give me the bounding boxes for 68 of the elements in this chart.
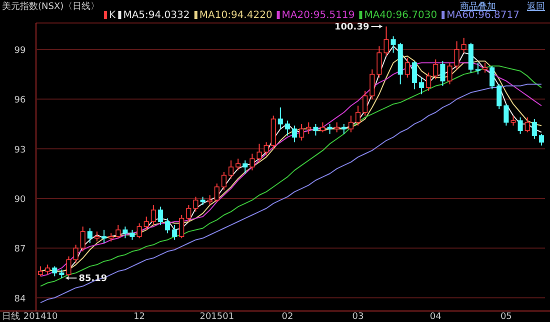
candlestick xyxy=(376,46,382,78)
candlestick xyxy=(284,120,290,136)
y-tick-label: 90 xyxy=(14,194,26,205)
candlestick xyxy=(256,143,262,163)
candlestick xyxy=(158,206,163,226)
candlestick xyxy=(264,142,269,156)
candlestick xyxy=(144,216,149,230)
legend-label: MA60:96.8717 xyxy=(446,10,520,21)
candlestick xyxy=(433,58,438,80)
chart-title: 美元指数(NSX)〈日线〉 xyxy=(2,1,100,12)
candlestick xyxy=(384,26,389,57)
x-tick-label: 201410 xyxy=(23,312,58,322)
candlestick xyxy=(186,204,192,222)
candlestick xyxy=(122,226,128,239)
candlestick xyxy=(87,228,92,244)
candlestick xyxy=(150,204,156,226)
legend-label: MA5:94.0332 xyxy=(123,10,190,21)
candlestick xyxy=(532,118,537,140)
candlestick xyxy=(292,125,298,143)
legend-label: MA40:96.7030 xyxy=(364,10,438,21)
candlestick xyxy=(426,72,432,92)
candlestick xyxy=(45,264,50,276)
candlestick xyxy=(207,194,212,206)
candlestick xyxy=(419,77,424,95)
candlestick xyxy=(356,105,361,126)
legend-label: K xyxy=(109,10,116,21)
candlestick xyxy=(461,37,466,54)
candlestick xyxy=(250,153,255,171)
candlestick xyxy=(404,57,410,78)
candlestick xyxy=(108,232,114,242)
candlestick xyxy=(278,106,283,130)
candlestick xyxy=(370,68,375,100)
y-tick-label: 87 xyxy=(14,244,26,255)
x-tick-label: 12 xyxy=(134,312,146,322)
y-tick-label: 84 xyxy=(14,294,26,304)
text: 返回 xyxy=(527,1,545,12)
y-tick-label: 93 xyxy=(14,145,26,156)
candlestick xyxy=(306,122,312,134)
candlestick xyxy=(299,123,304,142)
annotation: 100.39 xyxy=(334,22,370,32)
candlestick xyxy=(440,60,446,86)
candlestick xyxy=(102,229,107,244)
candlestick xyxy=(236,158,241,171)
candlestick xyxy=(270,115,276,150)
candlestick xyxy=(454,40,460,70)
y-tick-label: 96 xyxy=(14,96,26,106)
x-tick-label: 03 xyxy=(352,312,364,322)
candlestick xyxy=(327,123,332,134)
candlestick xyxy=(510,115,516,126)
x-tick-label: 201501 xyxy=(200,312,234,322)
candlestick xyxy=(228,160,234,180)
text: 商品叠加 xyxy=(460,1,496,12)
legend-label: MA10:94.4220 xyxy=(199,10,272,21)
x-tick-label: 02 xyxy=(282,312,294,322)
legend-label: MA20:95.5119 xyxy=(282,10,355,21)
candlestick xyxy=(80,226,86,252)
candlestick xyxy=(94,231,100,242)
candlestick xyxy=(518,116,523,134)
candlestick xyxy=(341,123,346,134)
y-tick-label: 99 xyxy=(14,46,26,56)
candlestick xyxy=(313,123,318,136)
candlestick xyxy=(172,224,178,240)
candlestick xyxy=(390,36,396,54)
candlestick xyxy=(242,160,248,174)
candlestick xyxy=(130,229,135,240)
x-axis-title: 日线 xyxy=(2,311,20,322)
x-tick-label: 04 xyxy=(430,312,442,322)
x-tick-label: 05 xyxy=(500,312,512,322)
